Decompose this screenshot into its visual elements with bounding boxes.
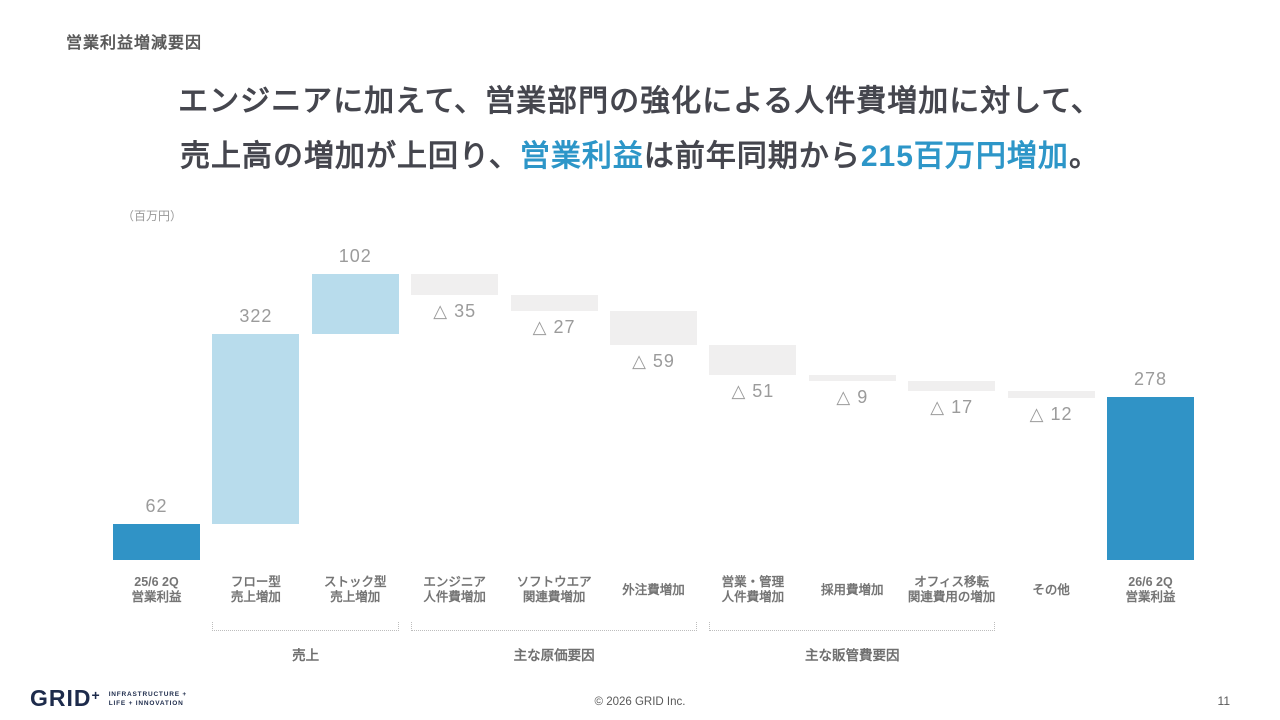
waterfall-bar-decrease-8 — [908, 380, 996, 391]
headline: エンジニアに加えて、営業部門の強化による人件費増加に対して、 売上高の増加が上回… — [0, 74, 1280, 184]
page-title: 営業利益増減要因 — [66, 35, 203, 52]
bar-value-label: 322 — [239, 306, 273, 327]
logo-wordmark: GRID+ — [30, 685, 100, 712]
bar-value-label: △ 17 — [930, 396, 974, 417]
headline-line1: エンジニアに加えて、営業部門の強化による人件費増加に対して、 — [178, 85, 1102, 118]
group-bracket — [709, 622, 996, 631]
bar-category-label: 26/6 2Q 営業利益 — [1125, 575, 1176, 604]
group-bracket — [411, 622, 697, 631]
headline-line2-text2: は前年同期から — [643, 140, 861, 173]
waterfall-bar-increase-1 — [212, 334, 300, 524]
waterfall-bar-decrease-6 — [709, 345, 797, 376]
headline-highlight-operating-profit: 営業利益 — [519, 140, 644, 173]
bar-value-label: △ 9 — [836, 386, 869, 407]
bar-category-label: フロー型 売上増加 — [230, 575, 281, 604]
bar-category-label: ソフトウエア 関連費増加 — [516, 575, 592, 604]
bar-value-label: 278 — [1133, 368, 1168, 389]
company-logo: GRID+ INFRASTRUCTURE + LIFE + INNOVATION — [30, 685, 187, 712]
bar-value-label: △ 59 — [632, 351, 675, 372]
bar-category-label: 営業・管理 人件費増加 — [721, 575, 785, 604]
bar-category-label: エンジニア 人件費増加 — [423, 575, 486, 604]
waterfall-bar-decrease-5 — [610, 310, 697, 346]
bar-category-label: ストック型 売上増加 — [324, 575, 387, 604]
bar-value-label: 102 — [338, 246, 372, 267]
bar-category-label: 25/6 2Q 営業利益 — [131, 575, 182, 604]
group-label: 主な販管費要因 — [805, 648, 900, 663]
waterfall-bar-decrease-9 — [1007, 390, 1095, 398]
page-number: 11 — [1217, 694, 1230, 708]
bar-category-label: 採用費増加 — [821, 583, 884, 597]
bar-value-label: △ 51 — [731, 381, 775, 402]
bar-value-label: △ 27 — [532, 316, 576, 337]
bar-value-label: △ 35 — [433, 300, 477, 321]
group-bracket — [212, 622, 399, 631]
headline-line2-text1: 売上高の増加が上回り、 — [180, 140, 520, 173]
logo-plus-icon: + — [91, 687, 100, 703]
waterfall-bar-decrease-3 — [411, 274, 499, 295]
waterfall-bar-total-0 — [113, 523, 200, 560]
logo-tagline-line1: INFRASTRUCTURE + — [108, 690, 188, 698]
waterfall-bar-total-10 — [1107, 396, 1194, 560]
waterfall-bar-decrease-4 — [510, 294, 598, 311]
logo-text: GRID — [30, 685, 92, 711]
logo-tagline: INFRASTRUCTURE + LIFE + INNOVATION — [109, 690, 187, 708]
copyright: © 2026 GRID Inc. — [594, 696, 686, 708]
waterfall-bar-increase-2 — [311, 274, 399, 335]
headline-line2: 売上高の増加が上回り、営業利益は前年同期から215百万円増加。 — [0, 129, 1280, 184]
waterfall-bar-decrease-7 — [808, 375, 896, 381]
chart-unit-label: （百万円） — [122, 209, 183, 223]
bar-category-label: その他 — [1032, 583, 1070, 597]
headline-line2-text3: 。 — [1068, 140, 1100, 173]
group-label: 売上 — [292, 648, 320, 663]
group-label: 主な原価要因 — [513, 648, 595, 663]
bar-category-label: 外注費増加 — [622, 583, 685, 597]
bar-category-label: オフィス移転 関連費用の増加 — [907, 575, 996, 604]
headline-highlight-amount: 215百万円増加 — [860, 140, 1069, 173]
logo-tagline-line2: LIFE + INNOVATION — [108, 699, 184, 707]
bar-value-label: 62 — [145, 495, 168, 516]
bar-value-label: △ 12 — [1029, 403, 1073, 424]
